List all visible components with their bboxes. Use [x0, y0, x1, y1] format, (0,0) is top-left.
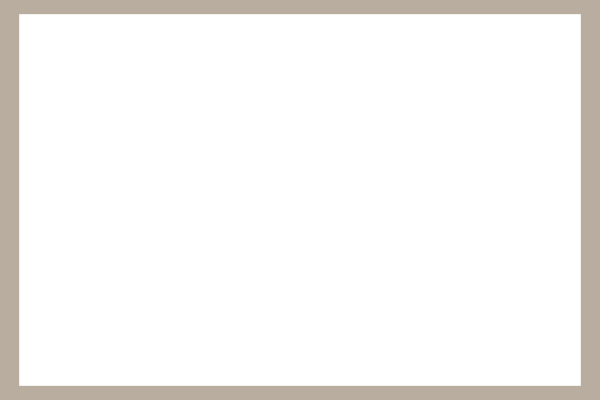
Circle shape [243, 282, 271, 309]
Circle shape [118, 280, 148, 310]
Polygon shape [349, 128, 400, 178]
Text: (transport of oxygen
and nutrients): (transport of oxygen and nutrients) [94, 330, 172, 350]
Circle shape [409, 288, 412, 292]
Text: Megakaryoblasts: Megakaryoblasts [388, 174, 494, 184]
Text: (blood clotting): (blood clotting) [416, 326, 474, 335]
Text: Basophil: Basophil [235, 314, 279, 323]
Text: (antibody synthesis): (antibody synthesis) [301, 330, 379, 338]
Text: Lymphoblast: Lymphoblast [334, 178, 413, 188]
Circle shape [257, 288, 262, 293]
Polygon shape [392, 278, 428, 313]
Circle shape [257, 298, 262, 302]
Circle shape [412, 290, 416, 293]
Text: Monoblast: Monoblast [268, 176, 332, 186]
Ellipse shape [287, 298, 305, 313]
Circle shape [291, 144, 309, 161]
Text: Erythroblast: Erythroblast [114, 176, 192, 186]
Text: Stem cell: Stem cell [264, 76, 336, 90]
Circle shape [290, 39, 310, 59]
Circle shape [209, 282, 236, 309]
Ellipse shape [215, 293, 223, 300]
Circle shape [260, 293, 265, 298]
Circle shape [409, 299, 412, 303]
Text: Erythrocyte: Erythrocyte [103, 315, 163, 324]
Text: They have a core segment: They have a core segment [161, 206, 263, 214]
Circle shape [250, 293, 254, 298]
Text: Macrophage: Macrophage [257, 330, 343, 343]
Circle shape [252, 298, 257, 302]
Circle shape [437, 147, 451, 162]
Text: Eosinophil: Eosinophil [158, 314, 211, 323]
Circle shape [192, 136, 226, 169]
Ellipse shape [185, 291, 194, 299]
Text: Natural killer: Natural killer [377, 314, 444, 323]
Text: (eating foreign objects): (eating foreign objects) [255, 345, 345, 354]
Circle shape [126, 288, 140, 302]
Circle shape [283, 136, 317, 169]
Text: Mieloblast: Mieloblast [176, 176, 241, 186]
Polygon shape [409, 129, 472, 176]
Circle shape [171, 282, 199, 309]
Circle shape [404, 290, 409, 293]
Circle shape [278, 282, 322, 325]
Circle shape [412, 297, 416, 301]
Circle shape [136, 136, 170, 169]
Circle shape [414, 293, 418, 297]
Circle shape [282, 31, 318, 67]
Ellipse shape [223, 291, 230, 297]
Polygon shape [323, 279, 356, 311]
Text: B-lymphocyte: B-lymphocyte [305, 314, 374, 323]
Circle shape [260, 293, 265, 298]
Circle shape [404, 297, 409, 301]
Circle shape [199, 142, 219, 163]
Polygon shape [361, 279, 394, 312]
Ellipse shape [301, 297, 309, 305]
Circle shape [403, 293, 407, 297]
Text: (it contains a lot
of gemoglobin): (it contains a lot of gemoglobin) [119, 195, 187, 215]
Circle shape [334, 289, 346, 302]
Text: Platelet: Platelet [425, 311, 465, 320]
Ellipse shape [176, 291, 184, 299]
Text: Neutrophil: Neutrophil [196, 314, 250, 323]
Circle shape [252, 288, 257, 293]
Ellipse shape [218, 288, 225, 295]
Polygon shape [416, 278, 471, 315]
Circle shape [371, 289, 384, 302]
Text: T-lymphocyte: T-lymphocyte [344, 314, 412, 323]
Circle shape [144, 144, 162, 161]
